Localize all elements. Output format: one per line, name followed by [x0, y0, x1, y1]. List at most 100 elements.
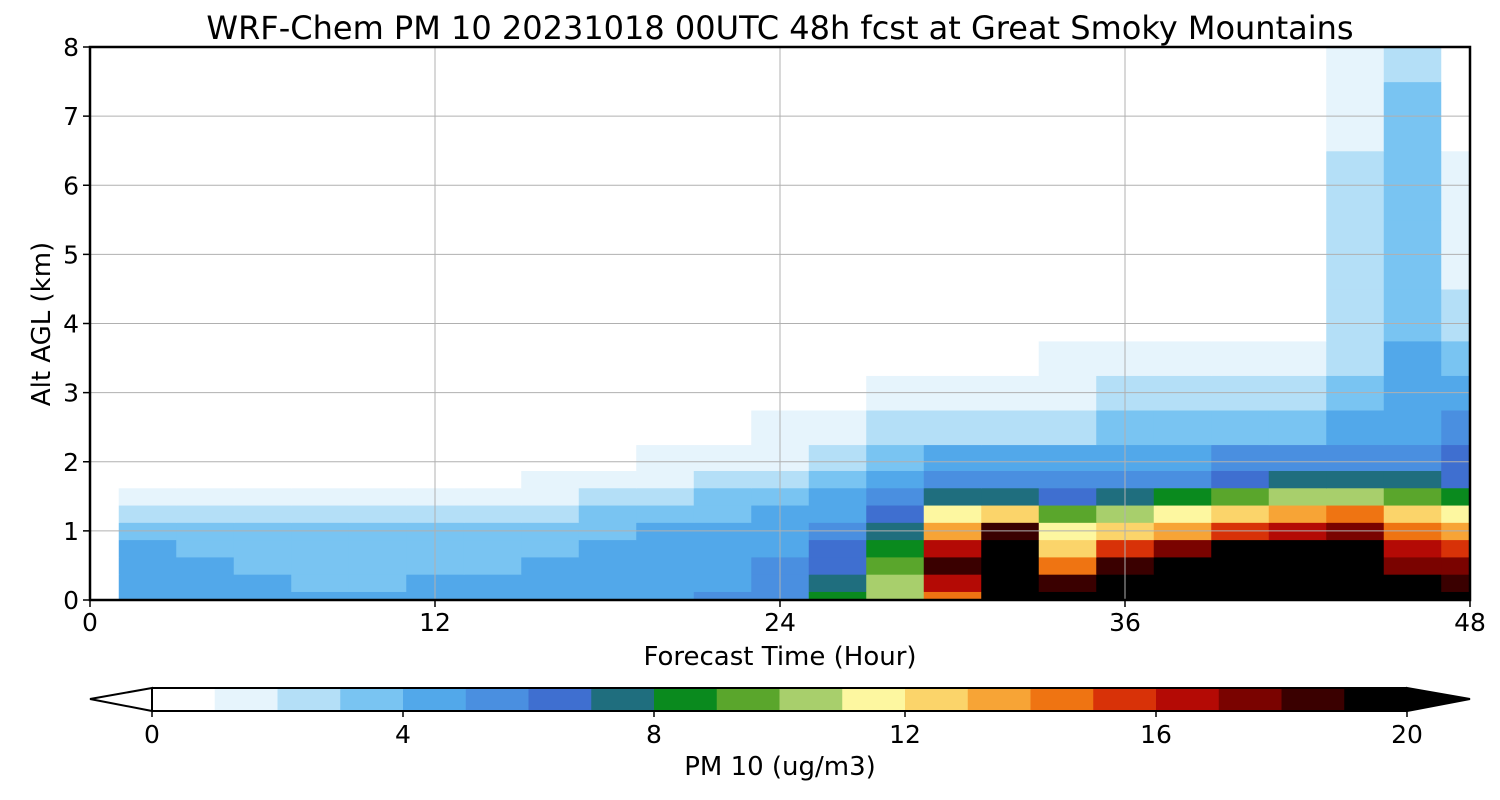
heatmap-cell: [1441, 556, 1471, 575]
heatmap-cell: [348, 539, 407, 558]
heatmap-cell: [693, 409, 752, 446]
heatmap-cell: [693, 539, 752, 558]
y-tick-label: 8: [63, 33, 79, 62]
heatmap: [90, 47, 1471, 601]
heatmap-cell: [866, 444, 925, 471]
heatmap-cell: [118, 539, 177, 558]
heatmap-cell: [291, 539, 350, 558]
heatmap-cell: [233, 591, 292, 601]
heatmap-cell: [90, 487, 120, 506]
x-tick-label: 48: [1454, 608, 1486, 637]
heatmap-cell: [1441, 539, 1471, 558]
heatmap-cell: [693, 47, 752, 83]
heatmap-cell: [808, 409, 867, 446]
heatmap-cell: [1441, 591, 1471, 601]
heatmap-cell: [521, 47, 580, 83]
heatmap-cell: [521, 504, 580, 523]
heatmap-cell: [1268, 288, 1327, 342]
heatmap-cell: [866, 574, 925, 592]
heatmap-cell: [1268, 47, 1327, 83]
heatmap-cell: [521, 288, 580, 342]
heatmap-cell: [463, 487, 522, 506]
heatmap-cell: [1441, 47, 1471, 83]
heatmap-cell: [176, 340, 235, 376]
heatmap-cell: [176, 444, 235, 471]
colorbar-bins: [152, 688, 1408, 711]
x-tick-label: 12: [419, 608, 451, 637]
heatmap-cell: [981, 487, 1040, 506]
heatmap-cell: [348, 591, 407, 601]
heatmap-cell: [90, 47, 120, 83]
heatmap-cell: [636, 288, 695, 342]
heatmap-cell: [463, 591, 522, 601]
heatmap-cell: [981, 470, 1040, 489]
heatmap-cell: [348, 288, 407, 342]
heatmap-cell: [808, 487, 867, 506]
y-tick-label: 6: [63, 171, 79, 200]
heatmap-cell: [1326, 539, 1385, 558]
heatmap-cell: [291, 288, 350, 342]
heatmap-cell: [1153, 487, 1212, 506]
colorbar-bin: [340, 688, 404, 711]
heatmap-cell: [923, 591, 982, 601]
x-axis-label: Forecast Time (Hour): [643, 642, 916, 672]
heatmap-cell: [636, 470, 695, 489]
heatmap-cell: [808, 539, 867, 558]
heatmap-cell: [1326, 504, 1385, 523]
heatmap-cell: [348, 340, 407, 376]
heatmap-cell: [1326, 591, 1385, 601]
colorbar-tick-label: 20: [1391, 720, 1423, 749]
heatmap-cell: [636, 409, 695, 446]
colorbar-bin: [654, 688, 718, 711]
heatmap-cell: [981, 591, 1040, 601]
heatmap-cell: [90, 288, 120, 342]
heatmap-cell: [233, 487, 292, 506]
heatmap-cell: [1211, 574, 1270, 592]
heatmap-cell: [981, 444, 1040, 471]
heatmap-cell: [176, 470, 235, 489]
heatmap-cell: [1211, 591, 1270, 601]
heatmap-cell: [348, 47, 407, 83]
heatmap-cell: [981, 409, 1040, 446]
heatmap-cell: [1326, 340, 1385, 376]
heatmap-cell: [176, 591, 235, 601]
heatmap-cell: [1441, 487, 1471, 506]
heatmap-cell: [348, 444, 407, 471]
heatmap-cell: [463, 539, 522, 558]
heatmap-cell: [291, 47, 350, 83]
heatmap-cell: [1326, 487, 1385, 506]
heatmap-cell: [90, 574, 120, 592]
colorbar-bin: [716, 688, 780, 711]
heatmap-cell: [90, 340, 120, 376]
heatmap-cell: [118, 340, 177, 376]
heatmap-cell: [636, 340, 695, 376]
heatmap-cell: [1441, 444, 1471, 471]
heatmap-cell: [1326, 556, 1385, 575]
heatmap-cell: [1268, 539, 1327, 558]
heatmap-cell: [981, 288, 1040, 342]
heatmap-cell: [176, 487, 235, 506]
heatmap-cell: [693, 470, 752, 489]
heatmap-cell: [808, 556, 867, 575]
heatmap-cell: [176, 504, 235, 523]
heatmap-cell: [1441, 340, 1471, 376]
heatmap-cell: [981, 340, 1040, 376]
heatmap-cell: [1268, 591, 1327, 601]
heatmap-cell: [923, 504, 982, 523]
colorbar-bin: [1344, 688, 1408, 711]
heatmap-cell: [866, 288, 925, 342]
x-tick-label: 24: [764, 608, 796, 637]
colorbar-bin: [967, 688, 1031, 711]
heatmap-cell: [90, 556, 120, 575]
heatmap-cell: [118, 487, 177, 506]
heatmap-cell: [176, 539, 235, 558]
heatmap-cell: [1268, 574, 1327, 592]
heatmap-cell: [233, 574, 292, 592]
heatmap-cell: [1211, 504, 1270, 523]
heatmap-cell: [118, 574, 177, 592]
heatmap-cell: [118, 591, 177, 601]
heatmap-cell: [463, 470, 522, 489]
heatmap-cell: [1383, 409, 1442, 446]
heatmap-cell: [291, 340, 350, 376]
heatmap-cell: [291, 556, 350, 575]
